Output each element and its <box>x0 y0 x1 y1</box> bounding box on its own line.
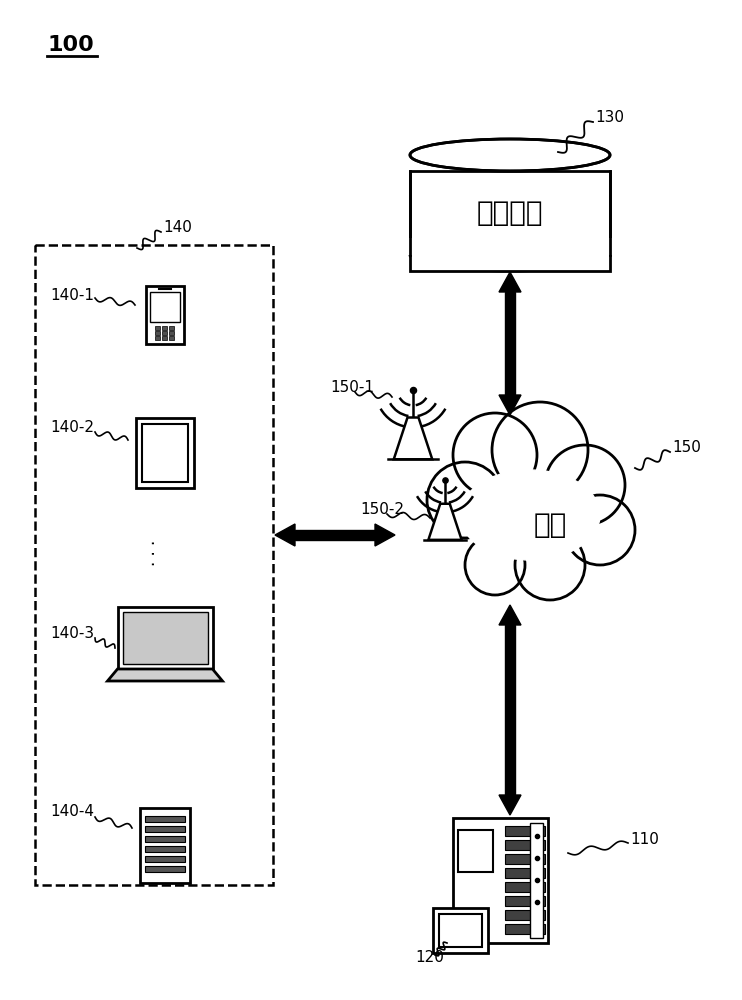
Bar <box>505 625 515 795</box>
Bar <box>150 292 180 322</box>
Bar <box>295 530 375 540</box>
Bar <box>145 836 185 842</box>
Bar <box>155 326 160 330</box>
Bar <box>505 292 515 395</box>
Bar <box>453 818 548 942</box>
Text: 120: 120 <box>415 950 444 966</box>
Text: 150-2: 150-2 <box>360 502 404 518</box>
Bar <box>530 822 542 938</box>
Bar <box>505 882 545 892</box>
Circle shape <box>565 495 635 565</box>
Text: 140-1: 140-1 <box>50 288 94 302</box>
Text: 140: 140 <box>163 221 192 235</box>
Bar <box>145 865 185 871</box>
Text: 150: 150 <box>672 440 701 456</box>
Bar <box>505 854 545 863</box>
Text: 150-1: 150-1 <box>330 380 374 395</box>
FancyArrow shape <box>275 524 295 546</box>
Text: 140-4: 140-4 <box>50 804 94 820</box>
Bar <box>145 856 185 861</box>
Bar <box>162 336 167 340</box>
Bar <box>145 846 185 852</box>
Circle shape <box>515 530 585 600</box>
Text: 140-3: 140-3 <box>50 626 94 642</box>
Text: 110: 110 <box>630 832 659 848</box>
Bar <box>145 816 185 822</box>
Ellipse shape <box>410 139 610 171</box>
Polygon shape <box>428 504 462 540</box>
Bar <box>155 336 160 340</box>
Circle shape <box>427 462 503 538</box>
Bar <box>162 331 167 335</box>
Bar <box>122 612 208 664</box>
Bar <box>35 245 273 885</box>
Bar <box>169 336 174 340</box>
Circle shape <box>453 413 537 497</box>
Bar <box>505 826 545 836</box>
Bar <box>169 326 174 330</box>
Bar <box>439 914 482 946</box>
Bar <box>505 896 545 906</box>
Bar <box>136 418 194 488</box>
Bar <box>140 808 190 882</box>
Circle shape <box>465 535 525 595</box>
Bar <box>433 908 487 952</box>
Bar <box>505 924 545 934</box>
Bar <box>169 331 174 335</box>
Bar <box>505 867 545 878</box>
FancyArrow shape <box>499 795 521 815</box>
Bar <box>145 826 185 832</box>
Bar <box>142 424 188 482</box>
Text: 140-2: 140-2 <box>50 420 94 436</box>
Text: 网络: 网络 <box>533 511 567 539</box>
Bar <box>155 331 160 335</box>
Bar <box>162 326 167 330</box>
Text: · · ·: · · · <box>146 540 164 566</box>
Circle shape <box>492 402 588 498</box>
Bar <box>505 910 545 920</box>
Bar <box>146 286 184 344</box>
Bar <box>505 840 545 850</box>
FancyArrow shape <box>375 524 395 546</box>
Ellipse shape <box>460 470 600 560</box>
Bar <box>408 238 612 255</box>
FancyArrow shape <box>499 272 521 292</box>
Text: 100: 100 <box>47 35 93 55</box>
Polygon shape <box>108 669 223 681</box>
Bar <box>410 171 610 271</box>
Bar <box>458 830 493 871</box>
Bar <box>117 607 212 669</box>
Text: 存储设备: 存储设备 <box>477 199 543 227</box>
FancyArrow shape <box>499 605 521 625</box>
FancyArrow shape <box>499 395 521 415</box>
Ellipse shape <box>410 239 610 271</box>
Text: 130: 130 <box>595 110 624 125</box>
Polygon shape <box>394 418 433 459</box>
Circle shape <box>545 445 625 525</box>
